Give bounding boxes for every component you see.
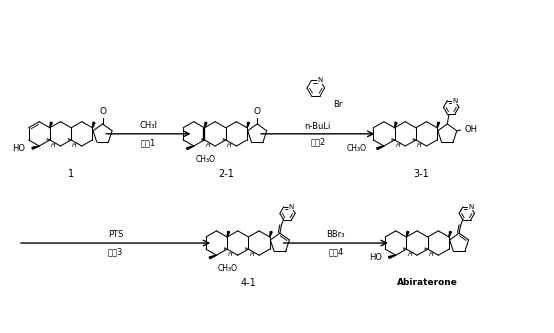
Text: 3-1: 3-1 bbox=[413, 169, 429, 179]
Polygon shape bbox=[407, 231, 409, 237]
Polygon shape bbox=[388, 255, 396, 258]
Text: H̄: H̄ bbox=[249, 252, 254, 257]
Text: CH₃O: CH₃O bbox=[347, 144, 367, 153]
Text: H̄: H̄ bbox=[396, 143, 401, 148]
Text: CH₃O: CH₃O bbox=[196, 155, 216, 164]
Text: CH₃O: CH₃O bbox=[218, 264, 238, 273]
Text: H̄: H̄ bbox=[429, 252, 433, 257]
Polygon shape bbox=[204, 122, 207, 128]
Polygon shape bbox=[377, 146, 384, 150]
Text: N: N bbox=[453, 98, 458, 104]
Text: H̄: H̄ bbox=[51, 143, 55, 148]
Text: O: O bbox=[99, 107, 106, 116]
Text: PTS: PTS bbox=[108, 230, 123, 239]
Polygon shape bbox=[187, 146, 194, 150]
Text: CH₃I: CH₃I bbox=[140, 121, 157, 130]
Text: Abiraterone: Abiraterone bbox=[397, 278, 458, 287]
Text: HO: HO bbox=[369, 253, 382, 262]
Polygon shape bbox=[394, 122, 397, 128]
Text: H̄: H̄ bbox=[407, 252, 412, 257]
Text: H̄: H̄ bbox=[417, 143, 422, 148]
Text: 步骧4: 步骧4 bbox=[328, 247, 343, 256]
Polygon shape bbox=[227, 231, 229, 237]
Text: n-BuLi: n-BuLi bbox=[305, 122, 331, 131]
Text: N: N bbox=[468, 204, 473, 210]
Polygon shape bbox=[32, 146, 39, 149]
Text: 步骧3: 步骧3 bbox=[108, 247, 123, 256]
Text: H̄: H̄ bbox=[227, 143, 232, 148]
Text: Br: Br bbox=[334, 100, 343, 109]
Text: H̄: H̄ bbox=[228, 252, 233, 257]
Text: 步骧2: 步骧2 bbox=[310, 137, 325, 146]
Polygon shape bbox=[209, 255, 217, 259]
Polygon shape bbox=[50, 122, 52, 128]
Polygon shape bbox=[247, 122, 249, 128]
Text: HO: HO bbox=[12, 144, 25, 153]
Text: 4-1: 4-1 bbox=[240, 278, 257, 288]
Text: 步骧1: 步骧1 bbox=[141, 138, 156, 147]
Text: H̄: H̄ bbox=[206, 143, 210, 148]
Text: 2-1: 2-1 bbox=[218, 169, 234, 179]
Text: H̄: H̄ bbox=[72, 143, 77, 148]
Text: 1: 1 bbox=[68, 169, 74, 179]
Polygon shape bbox=[93, 122, 95, 128]
Polygon shape bbox=[270, 231, 272, 237]
Text: N: N bbox=[317, 77, 323, 83]
Text: BBr₃: BBr₃ bbox=[326, 230, 345, 239]
Text: N: N bbox=[289, 204, 294, 210]
Text: O: O bbox=[254, 107, 261, 116]
Polygon shape bbox=[437, 122, 440, 128]
Text: OH: OH bbox=[464, 125, 478, 134]
Polygon shape bbox=[449, 231, 452, 237]
